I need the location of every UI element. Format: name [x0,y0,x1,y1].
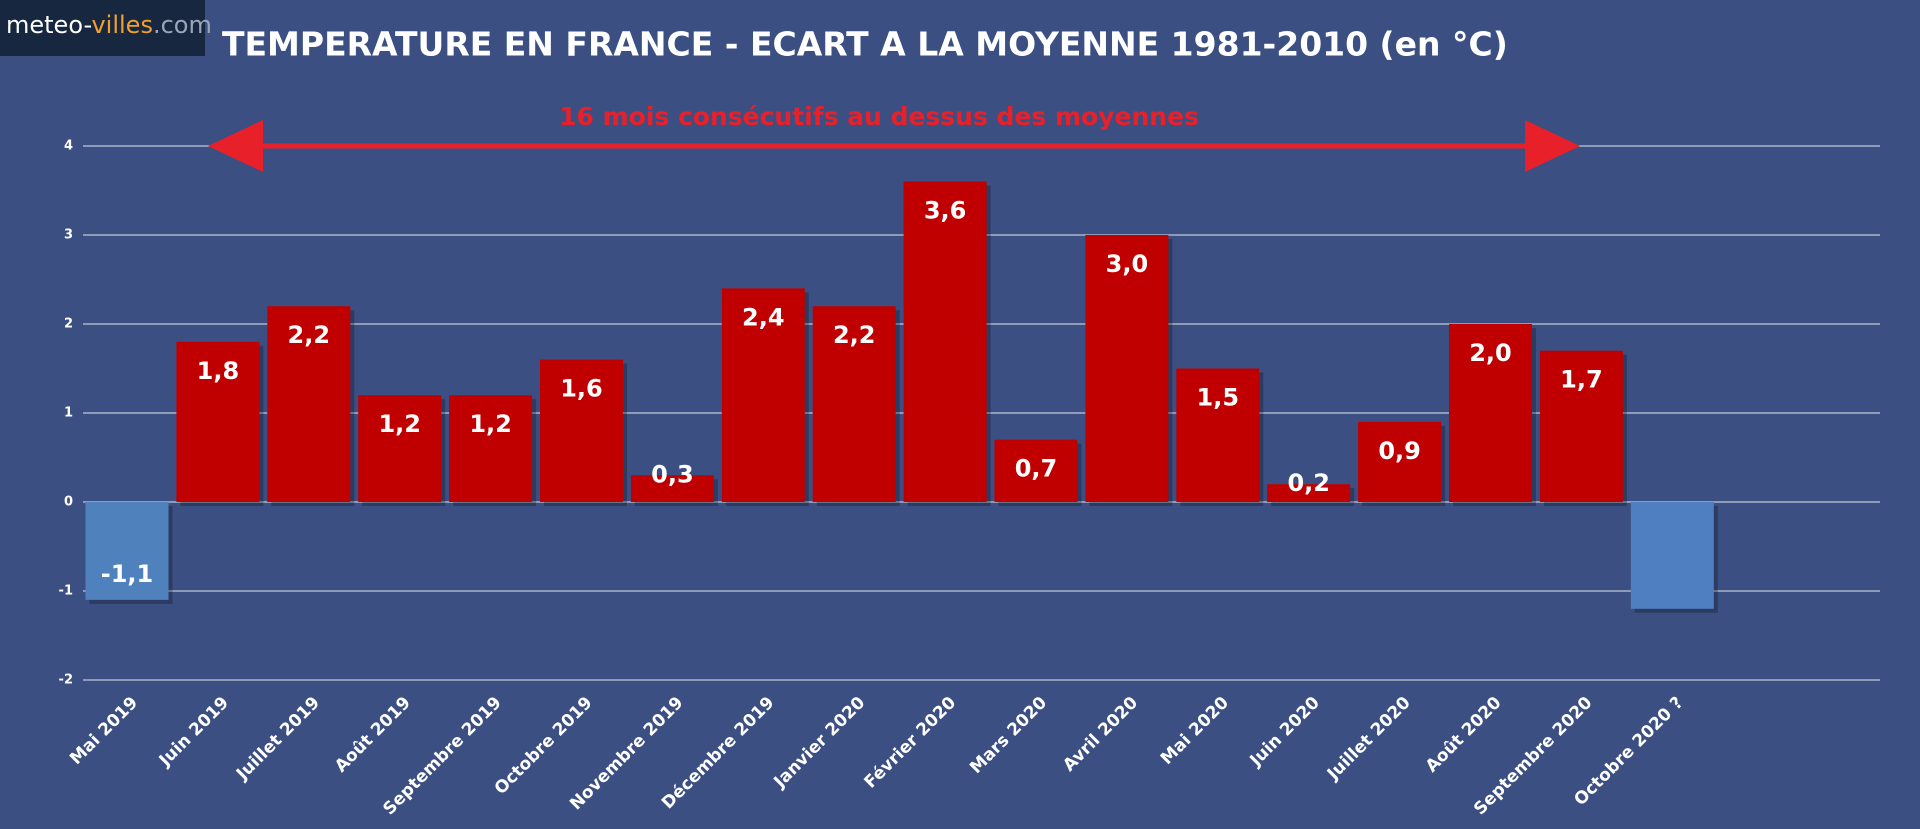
annotation: 16 mois consécutifs au dessus des moyenn… [559,102,1199,131]
chart-title: TEMPERATURE EN FRANCE - ECART A LA MOYEN… [222,25,1508,64]
data-label: -1,1 [101,560,153,588]
data-label: 0,2 [1287,469,1330,497]
bar [358,395,442,502]
data-label: 2,2 [833,321,876,349]
brand-part: villes [91,11,152,39]
y-tick-label: -2 [59,673,73,688]
data-label: 2,0 [1469,339,1512,367]
y-tick-label: 2 [64,317,73,332]
bar [812,306,896,502]
bar [176,341,260,502]
brand: meteo-villes.com [6,11,212,39]
bar [994,439,1078,502]
data-label: 1,6 [560,375,603,403]
brand-part: .com [153,11,212,39]
bar [903,181,987,502]
bar [1449,324,1532,502]
y-tick-label: 0 [64,495,73,510]
y-tick-label: 4 [64,139,73,154]
bar [1085,235,1169,502]
bar [1539,350,1623,502]
bar [630,475,714,502]
data-label: 2,4 [742,303,785,331]
bar [449,395,533,502]
data-label: 1,8 [197,357,240,385]
y-tick-label: 1 [64,406,73,421]
data-label: 0,3 [651,460,694,488]
data-label: 0,7 [1015,455,1058,483]
brand-box [0,0,205,56]
data-label: 2,2 [288,321,331,349]
data-label: 1,5 [1197,384,1240,412]
data-label: 1,7 [1560,366,1603,394]
y-tick-label: -1 [59,584,73,599]
bar [267,306,351,502]
bar [1267,484,1351,502]
bar [85,502,169,600]
data-label: 3,6 [924,197,967,225]
bar [1358,421,1442,502]
y-tick-label: 3 [64,228,73,243]
bar [721,288,805,502]
arrow-head [208,120,263,172]
bar [1176,368,1260,502]
arrow-head [1525,120,1580,172]
data-label: 3,0 [1106,250,1149,278]
data-label: 0,9 [1378,437,1421,465]
bar [1630,502,1714,609]
data-label: 1,2 [469,410,512,438]
brand-part: meteo- [6,11,91,39]
bar [540,359,623,502]
data-label: 1,2 [378,410,421,438]
